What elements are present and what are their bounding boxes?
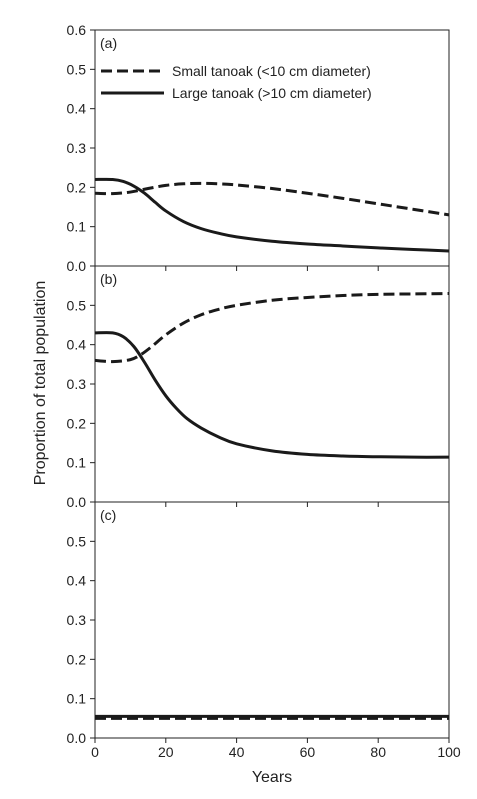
y-tick-label: 0.1: [67, 455, 87, 471]
series-line-small-tanoak: [94, 181, 450, 217]
y-tick-label: 0.6: [67, 22, 87, 38]
y-tick-label: 0.2: [67, 415, 87, 431]
y-axis-title: Proportion of total population: [32, 281, 49, 486]
panel-label: (b): [100, 271, 117, 287]
y-tick-label: 0.2: [67, 651, 87, 667]
panel-label: (a): [100, 35, 117, 51]
y-tick-label: 0.4: [67, 337, 87, 353]
y-tick-label: 0.5: [67, 297, 87, 313]
y-tick-label: 0.3: [67, 376, 87, 392]
legend-entry: Large tanoak (>10 cm diameter): [172, 85, 372, 101]
series-line-small-tanoak: [94, 292, 450, 364]
y-tick-label: 0.4: [67, 573, 87, 589]
y-tick-label: 0.3: [67, 612, 87, 628]
y-tick-label: 0.1: [67, 691, 87, 707]
x-tick-label: 80: [370, 744, 386, 760]
panels: 0.0 0.1 0.2 0.3 0.4 0.5 0.6 (a) Small tanoak (<1…: [67, 22, 461, 760]
panel-b: 0.0 0.1 0.2 0.3 0.4 0.5 (b): [67, 265, 450, 510]
series-line-large-tanoak: [94, 177, 450, 253]
legend: Small tanoak (<10 cm diameter) Large tano…: [101, 63, 372, 101]
y-tick-label: 0.0: [67, 730, 87, 746]
y-tick-label: 0.5: [67, 61, 87, 77]
y-tick-label: 0.5: [67, 533, 87, 549]
x-axis-title: Years: [252, 769, 292, 786]
y-tick-label: 0.4: [67, 101, 87, 117]
x-tick-label: 60: [300, 744, 316, 760]
x-tick-label: 20: [158, 744, 174, 760]
plot-frame: [94, 501, 450, 739]
legend-entry: Small tanoak (<10 cm diameter): [172, 63, 371, 79]
x-tick-label: 40: [229, 744, 245, 760]
y-tick-label: 0.2: [67, 179, 87, 195]
x-tick-label: 100: [437, 744, 461, 760]
y-tick-label: 0.1: [67, 219, 87, 235]
panel-label: (c): [100, 507, 116, 523]
panel-a: 0.0 0.1 0.2 0.3 0.4 0.5 0.6 (a) Small tanoak (<1…: [67, 22, 450, 274]
y-tick-label: 0.3: [67, 140, 87, 156]
y-tick-label: 0.0: [67, 258, 87, 274]
y-tick-label: 0.0: [67, 494, 87, 510]
series-line-large-tanoak: [94, 331, 450, 459]
panel-c: 0.0 0.1 0.2 0.3 0.4 0.5 0 20 40 60 80 100 (c): [67, 501, 461, 760]
x-tick-label: 0: [91, 744, 99, 760]
